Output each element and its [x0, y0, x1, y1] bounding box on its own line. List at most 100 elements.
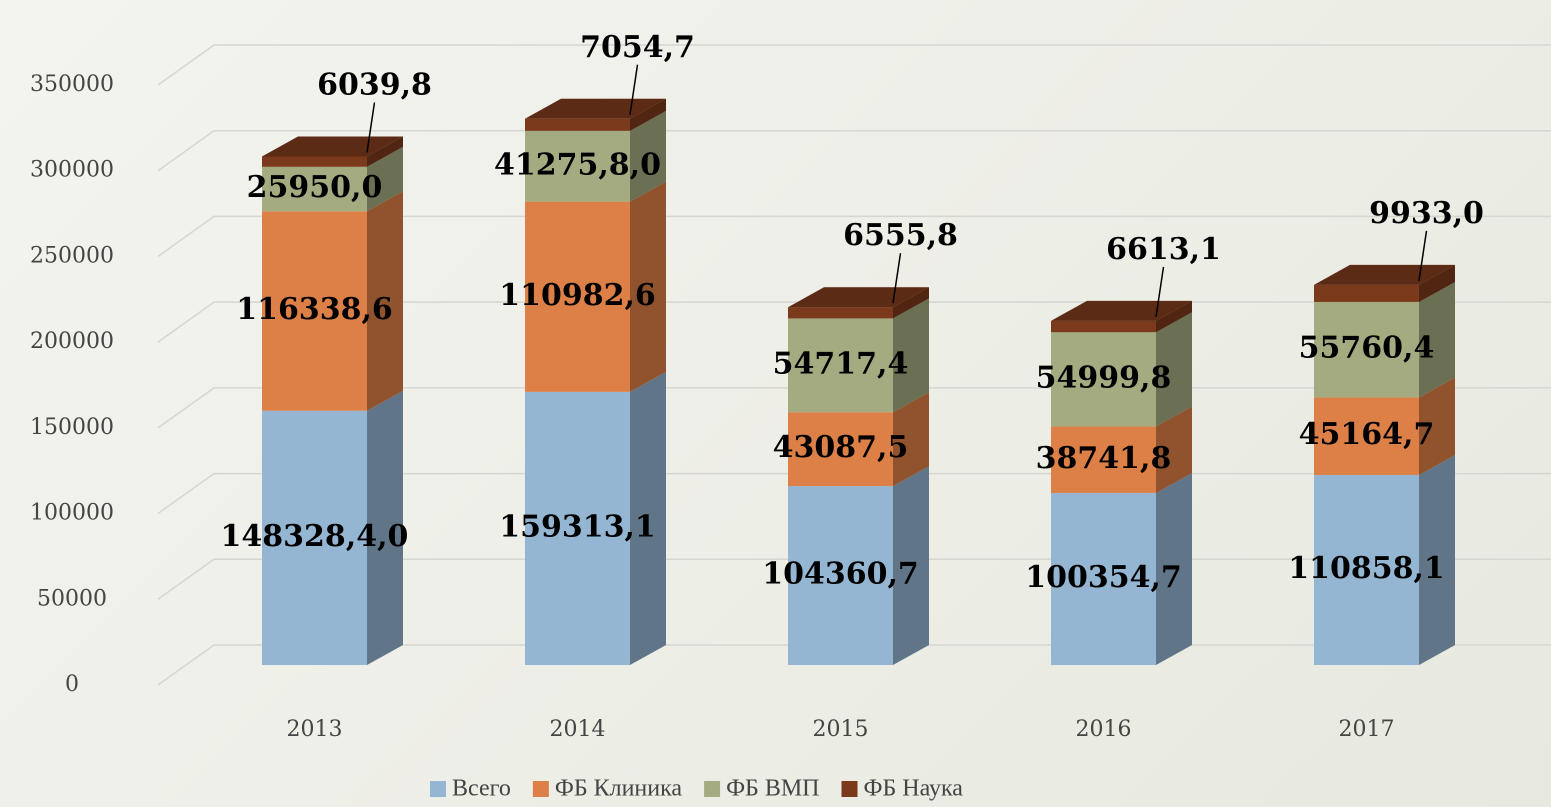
- bar-side: [893, 392, 929, 487]
- bar-side-shade: [630, 110, 666, 202]
- bar-side-shade: [1156, 300, 1192, 333]
- bar-side: [1419, 281, 1455, 398]
- bar-front: [788, 412, 893, 487]
- bar-side-shade: [367, 390, 403, 665]
- x-tick-label: 2013: [287, 717, 343, 742]
- bar-front: [262, 166, 367, 212]
- bar-side: [893, 466, 929, 665]
- grid-line: [157, 129, 1551, 172]
- legend-label: ФБ ВМП: [726, 776, 819, 802]
- data-label: 110858,1: [1288, 551, 1445, 586]
- bar-front: [262, 156, 367, 167]
- data-label: 159313,1: [499, 509, 656, 544]
- leader-line: [629, 64, 639, 115]
- leader-line: [1418, 230, 1428, 282]
- bar-side-shade: [630, 181, 666, 392]
- bar-side-shade: [1419, 264, 1455, 302]
- y-tick-label: 100000: [30, 501, 114, 526]
- bar-front: [1314, 474, 1419, 665]
- bar-side: [367, 146, 403, 212]
- bar-side: [1156, 472, 1192, 665]
- x-tick-label: 2017: [1339, 717, 1395, 742]
- bar-front: [788, 307, 893, 319]
- x-tick-label: 2015: [813, 717, 869, 742]
- y-tick-label: 350000: [30, 72, 114, 97]
- data-label: 54999,8: [1036, 360, 1172, 395]
- data-label: 43087,5: [773, 430, 909, 465]
- bar-side-shade: [367, 146, 403, 212]
- legend-label: Всего: [452, 776, 511, 802]
- legend-label: ФБ Клиника: [555, 776, 683, 802]
- y-tick-label: 150000: [30, 415, 114, 440]
- y-tick-label: 50000: [37, 586, 107, 611]
- y-tick-label: 250000: [30, 243, 114, 268]
- bar-side: [630, 98, 666, 131]
- data-label: 45164,7: [1299, 417, 1435, 452]
- bar-side: [893, 287, 929, 319]
- bar-side-shade: [367, 136, 403, 167]
- bar-front: [1051, 492, 1156, 665]
- data-label: 9933,0: [1369, 196, 1484, 231]
- bar-side-shade: [1419, 377, 1455, 475]
- bar-side: [1419, 377, 1455, 475]
- data-label: 55760,4: [1299, 331, 1435, 366]
- bar-front: [1051, 426, 1156, 493]
- bar-side-shade: [1419, 454, 1455, 665]
- bar-side-shade: [367, 191, 403, 411]
- bar-side-shade: [893, 392, 929, 487]
- bar-front: [1051, 320, 1156, 333]
- data-label: 7054,7: [580, 30, 695, 65]
- data-label: 41275,8,0: [494, 147, 661, 182]
- leader-line: [892, 253, 902, 304]
- bar-side-shade: [1419, 281, 1455, 398]
- bar-front: [788, 486, 893, 665]
- x-tick-label: 2016: [1076, 717, 1132, 742]
- bar-side: [630, 371, 666, 665]
- grid-line: [157, 44, 1551, 86]
- bar-front: [525, 201, 630, 392]
- bar-side: [1156, 406, 1192, 493]
- bar-side-shade: [630, 98, 666, 131]
- legend-swatch: [841, 781, 858, 797]
- bar-side-shade: [1156, 472, 1192, 665]
- data-label: 54717,4: [773, 346, 909, 381]
- data-label: 25950,0: [247, 170, 383, 205]
- data-label: 38741,8: [1036, 441, 1172, 476]
- bar-side-shade: [893, 466, 929, 665]
- data-label: 104360,7: [762, 557, 919, 592]
- y-tick-label: 300000: [30, 158, 114, 183]
- bar-front: [262, 410, 367, 665]
- bar-side: [630, 181, 666, 392]
- bar-side: [893, 298, 929, 413]
- y-tick-label: 0: [65, 672, 79, 697]
- bar-side: [367, 191, 403, 411]
- data-label: 110982,6: [499, 278, 656, 313]
- leader-line: [1155, 266, 1165, 318]
- legend-label: ФБ Наука: [864, 776, 964, 802]
- data-label: 6555,8: [843, 218, 958, 253]
- grid-line: [157, 215, 1551, 258]
- bar-front: [525, 118, 630, 131]
- y-tick-label: 200000: [30, 329, 114, 354]
- leader-line: [366, 102, 376, 153]
- data-label: 6039,8: [317, 67, 432, 102]
- bar-side: [1156, 312, 1192, 427]
- bar-side: [367, 136, 403, 167]
- bar-front: [1051, 332, 1156, 427]
- bar-front: [788, 318, 893, 413]
- legend-swatch: [704, 781, 721, 797]
- bar-side-shade: [630, 371, 666, 665]
- legend-swatch: [430, 781, 446, 797]
- data-label: 148328,4,0: [221, 519, 409, 554]
- bar-front: [262, 211, 367, 411]
- x-tick-label: 2014: [550, 717, 606, 742]
- bar-side: [1419, 454, 1455, 665]
- data-label: 116338,6: [236, 292, 393, 327]
- bar-side: [1156, 300, 1192, 333]
- bar-front: [525, 130, 630, 202]
- bar-side: [367, 390, 403, 665]
- data-label: 100354,7: [1025, 560, 1182, 595]
- bar-side-shade: [1156, 406, 1192, 493]
- legend-swatch: [532, 781, 549, 797]
